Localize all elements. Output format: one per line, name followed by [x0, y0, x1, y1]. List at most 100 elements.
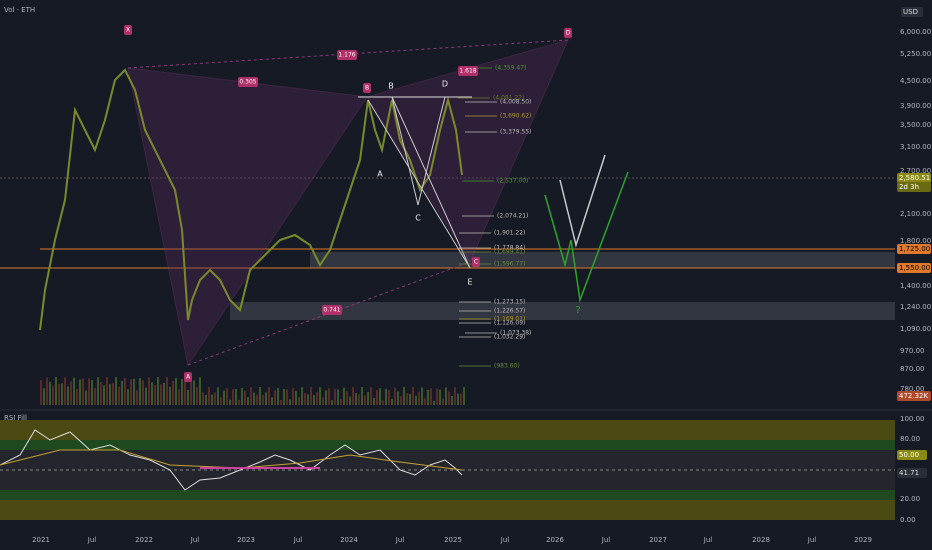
zone: [230, 302, 895, 320]
volume-bar: [148, 377, 150, 405]
current-price: 2,580.51: [899, 174, 930, 182]
ratio-bg: [238, 77, 258, 87]
time-label: 2021: [32, 536, 50, 544]
volume-bar: [292, 387, 294, 405]
volume-bar: [103, 385, 105, 405]
pattern-point: A: [186, 374, 191, 381]
time-label: Jul: [601, 536, 611, 544]
volume-bar: [217, 387, 219, 405]
fib-label: (1,032.29): [494, 334, 525, 341]
volume-bar: [115, 377, 117, 405]
volume-bar: [229, 399, 231, 405]
price-path: [39, 68, 463, 331]
volume-bar: [436, 388, 438, 405]
volume-bar: [250, 387, 252, 405]
price-label: 2,100.00: [900, 210, 931, 218]
volume-bar: [70, 381, 72, 405]
time-label: Jul: [87, 536, 97, 544]
volume-bar: [169, 386, 171, 405]
volume-bar: [232, 389, 234, 405]
volume-bar: [382, 400, 384, 405]
rsi-level: 50.00: [899, 451, 919, 459]
time-label: 2028: [752, 536, 770, 544]
level-label: 1,550.00: [899, 264, 930, 272]
volume-bar: [373, 397, 375, 405]
wave-label: B: [388, 82, 394, 91]
level-label-bg: [897, 244, 931, 254]
pattern-point-bg: [472, 257, 480, 267]
volume-bar: [64, 377, 66, 405]
volume-bar: [178, 389, 180, 405]
pattern-point: X: [126, 27, 130, 34]
rsi-axis-label: 80.00: [900, 435, 920, 443]
volume-bar: [139, 378, 141, 405]
volume-bar: [355, 393, 357, 405]
volume-bar: [280, 399, 282, 405]
fib-label: (1,073.38): [500, 330, 531, 337]
price-label: 780.00: [900, 385, 925, 393]
volume-bar: [265, 392, 267, 405]
volume-bar: [172, 380, 174, 405]
volume-bar: [433, 400, 435, 405]
volume-bar: [412, 387, 414, 405]
volume-bar: [73, 377, 75, 405]
fib-label: (1,273.15): [494, 299, 525, 306]
volume-bar: [223, 390, 225, 405]
level-label-bg: [897, 263, 931, 273]
volume-bar: [403, 387, 405, 405]
ratio-label: 1.618: [459, 68, 476, 75]
volume-bar: [328, 388, 330, 405]
volume-bar: [79, 379, 81, 405]
volume-bar: [277, 388, 279, 405]
volume-bar: [445, 387, 447, 405]
price-label: 6,000.00: [900, 28, 931, 36]
volume-bar: [109, 384, 111, 405]
pattern-point: B: [365, 85, 369, 92]
volume-bar: [247, 397, 249, 405]
volume-bar: [340, 399, 342, 405]
volume-bar: [418, 391, 420, 405]
fib-label: (2,074.21): [497, 213, 528, 220]
volume-bar: [49, 381, 51, 405]
volume-bar: [430, 388, 432, 405]
volume-bar: [124, 377, 126, 405]
rsi-axis-label: 100.00: [900, 415, 925, 423]
volume-bar: [409, 393, 411, 405]
volume-bar: [106, 377, 108, 405]
volume-bar: [295, 390, 297, 405]
volume-bar: [190, 378, 192, 405]
current-price-bg: [897, 173, 931, 183]
volume-bar: [325, 390, 327, 405]
volume-bar: [151, 382, 153, 405]
currency: USD: [903, 8, 918, 16]
time-label: 2023: [237, 536, 255, 544]
volume-bar: [289, 399, 291, 405]
volume-bar: [136, 390, 138, 405]
symbol: Vol · ETH: [4, 6, 35, 14]
volume: [40, 377, 465, 405]
volume-bar: [163, 382, 165, 405]
volume-bar: [463, 387, 465, 405]
volume-bar: [226, 387, 228, 405]
volume-bar: [166, 377, 168, 405]
volume-bar: [358, 394, 360, 405]
volume-bar: [307, 394, 309, 405]
wave-label: E: [467, 278, 472, 287]
projection-green: [544, 171, 629, 303]
volume-bar: [388, 389, 390, 405]
wave-label: A: [377, 170, 383, 179]
volume-bar: [346, 391, 348, 405]
pattern-point: C: [474, 259, 478, 266]
price-label: 1,240.00: [900, 303, 931, 311]
volume-bar: [175, 377, 177, 405]
level-label: 1,725.00: [899, 245, 930, 253]
volume-bar: [118, 386, 120, 405]
volume-bar: [397, 391, 399, 405]
volume-bar: [322, 397, 324, 405]
time-label: Jul: [500, 536, 510, 544]
time-label: 2029: [854, 536, 872, 544]
price-label: 2,700.00: [900, 167, 931, 175]
volume-bar: [187, 389, 189, 405]
pattern-point: D: [566, 30, 571, 37]
pattern-point-bg: [564, 28, 572, 38]
